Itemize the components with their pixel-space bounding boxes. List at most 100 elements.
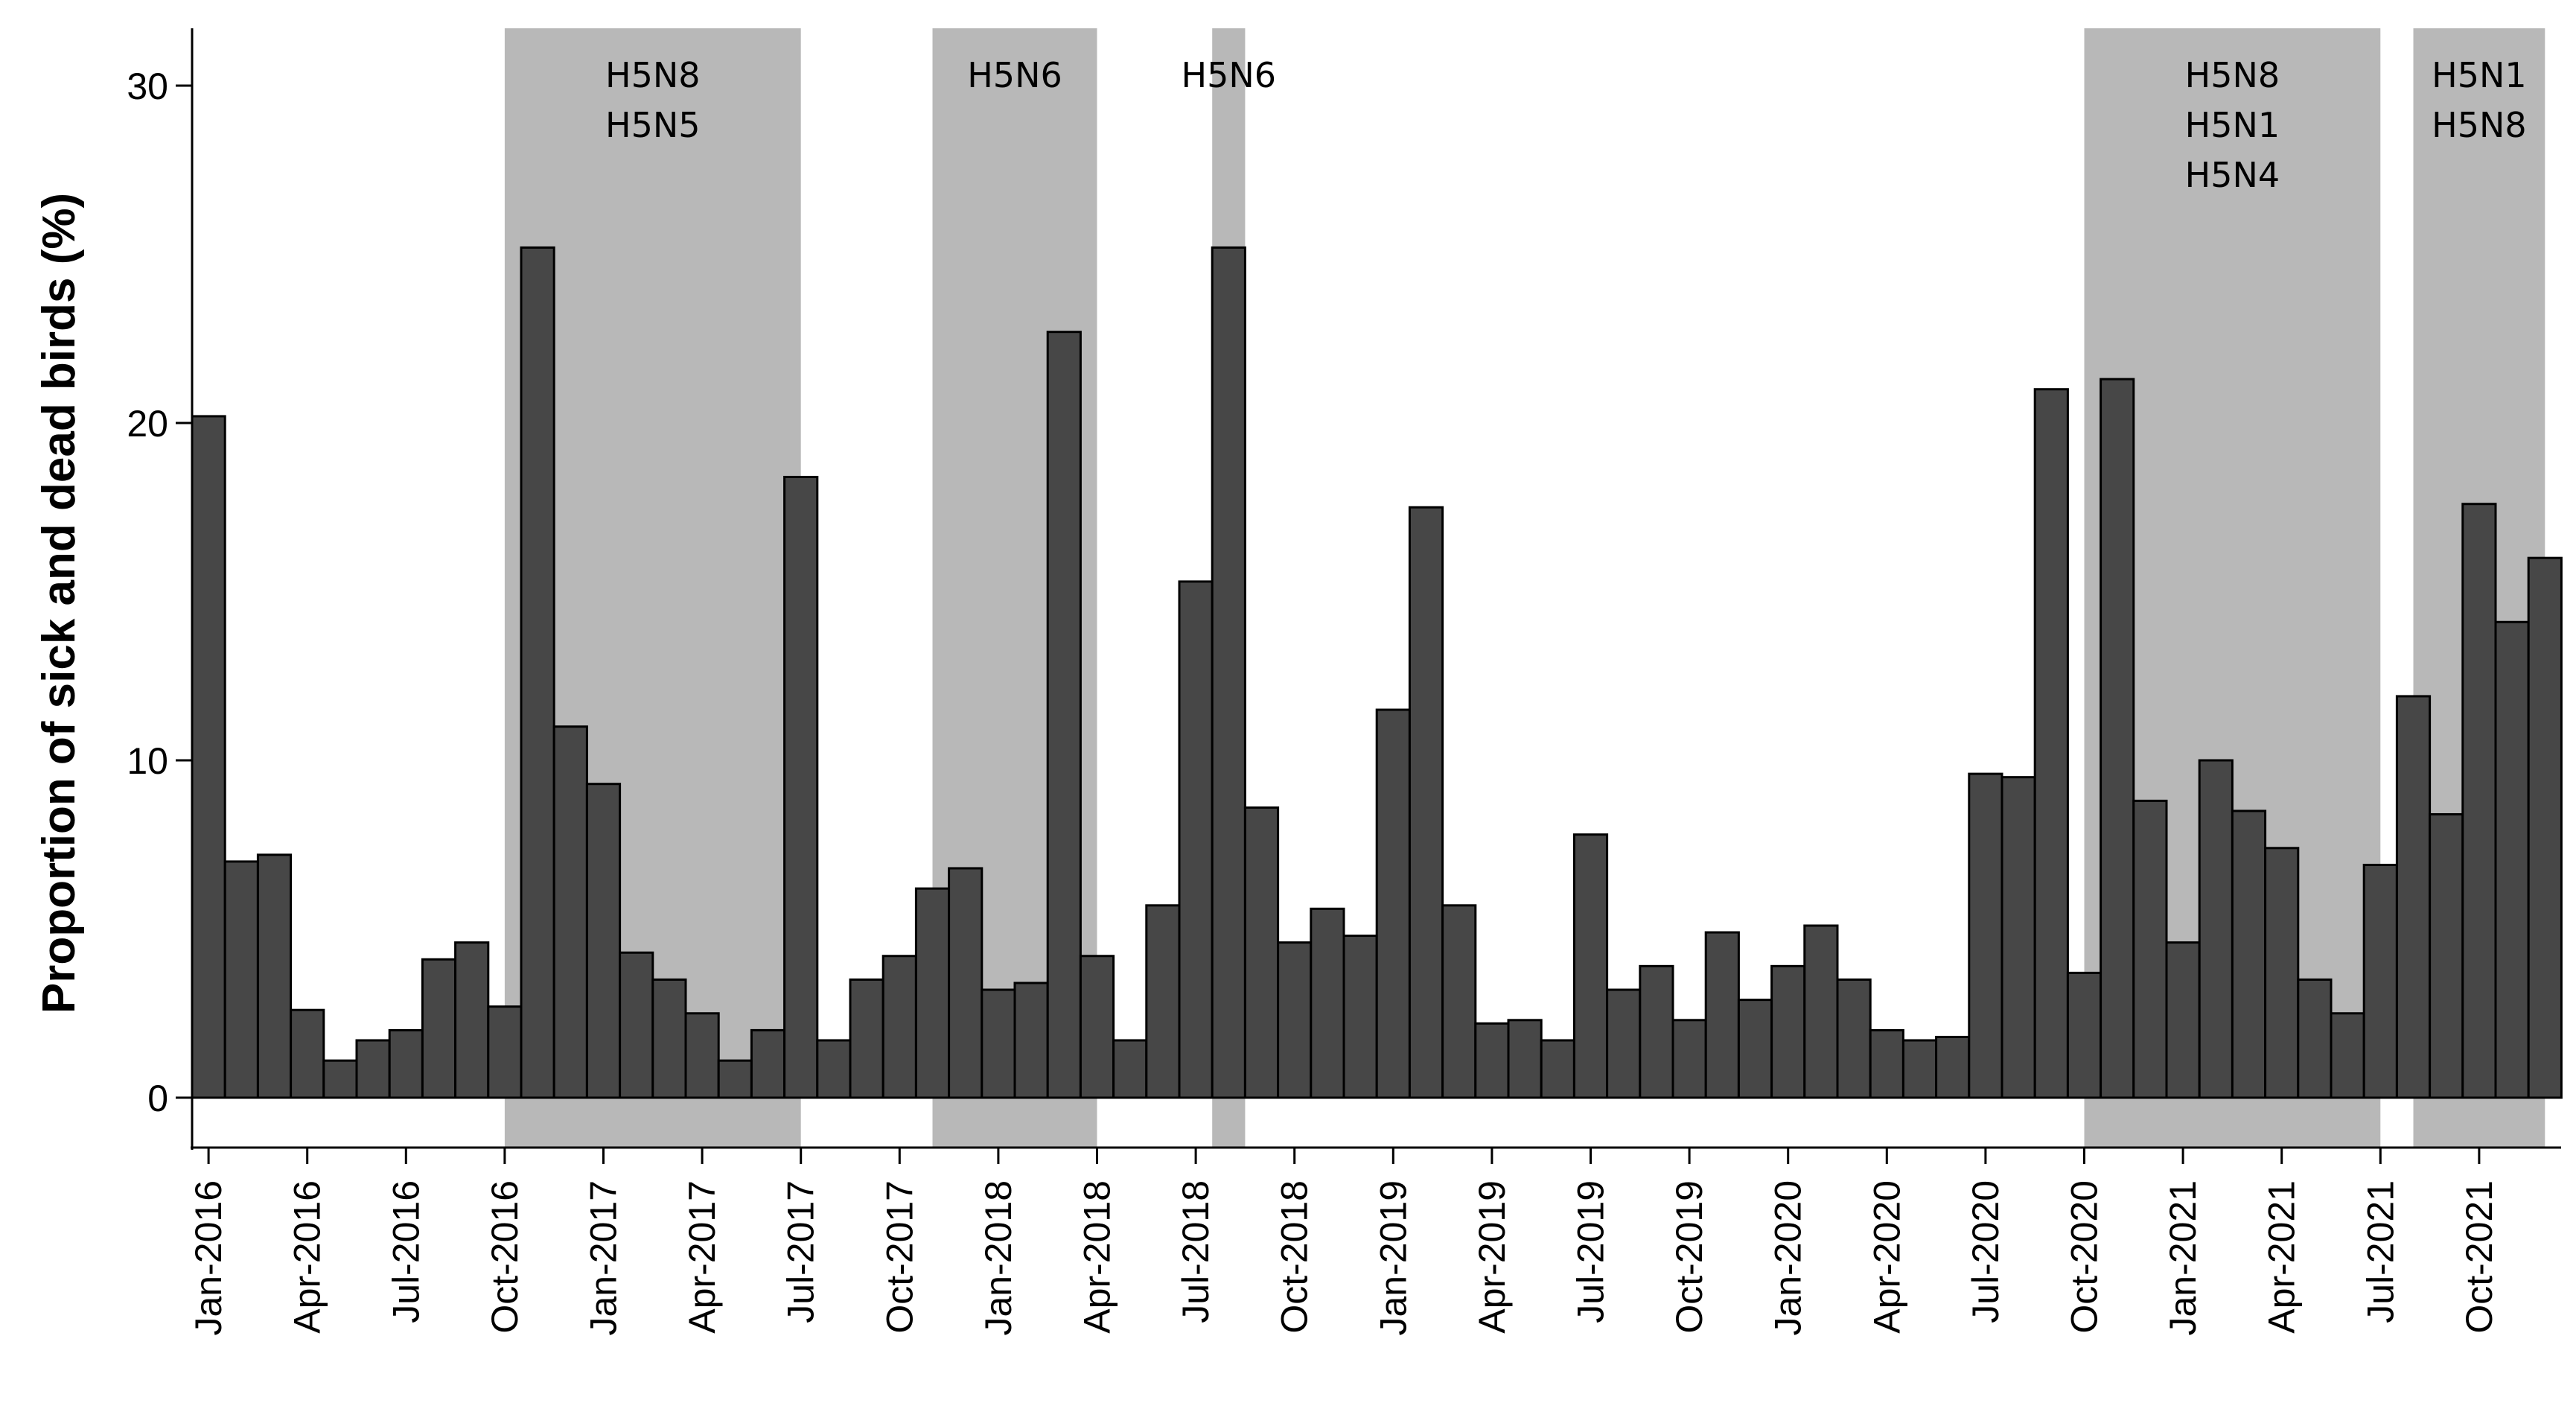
bar xyxy=(2330,1012,2365,1099)
bar xyxy=(388,1028,424,1099)
bar xyxy=(1935,1035,1971,1099)
bar xyxy=(2297,978,2333,1099)
bar xyxy=(1079,955,1115,1099)
bar xyxy=(520,246,555,1099)
bar xyxy=(355,1039,391,1099)
bar xyxy=(914,887,951,1099)
bar xyxy=(1211,246,1246,1099)
bar xyxy=(619,951,654,1099)
bar xyxy=(1901,1039,1938,1099)
bar xyxy=(1968,772,2003,1099)
y-tick-label: 20 xyxy=(127,403,168,445)
x-tick-label: Jul-2018 xyxy=(1175,1180,1217,1323)
x-tick-label: Apr-2019 xyxy=(1471,1180,1513,1334)
y-tick-label: 10 xyxy=(127,740,168,782)
subtype-label: H5N8 xyxy=(2185,55,2280,95)
bar xyxy=(290,1008,325,1099)
bar xyxy=(421,958,457,1099)
y-tick-label: 0 xyxy=(147,1078,168,1119)
bar xyxy=(881,955,917,1099)
x-tick-label: Jul-2020 xyxy=(1965,1180,2006,1323)
x-tick-label: Jul-2019 xyxy=(1570,1180,1612,1323)
x-tick-label: Apr-2018 xyxy=(1077,1180,1118,1334)
bar xyxy=(1770,964,1806,1099)
x-tick-label: Oct-2019 xyxy=(1668,1180,1710,1334)
bar xyxy=(1507,1019,1543,1099)
bar xyxy=(1704,931,1740,1099)
bar xyxy=(1869,1028,1904,1099)
bar xyxy=(1474,1022,1510,1099)
x-tick-label: Apr-2020 xyxy=(1866,1180,1907,1334)
bar xyxy=(2165,941,2201,1099)
x-tick-label: Oct-2017 xyxy=(879,1180,920,1334)
bar xyxy=(1671,1019,1707,1099)
bar xyxy=(454,941,490,1099)
x-tick-label: Oct-2021 xyxy=(2458,1180,2500,1334)
bar xyxy=(816,1039,852,1099)
bar xyxy=(1277,941,1313,1099)
bar xyxy=(1342,935,1378,1099)
x-tick-label: Oct-2018 xyxy=(1274,1180,1316,1334)
bar xyxy=(585,783,622,1099)
x-tick-label: Jan-2020 xyxy=(1767,1180,1809,1336)
subtype-label: H5N4 xyxy=(2185,155,2280,195)
bar xyxy=(2100,378,2135,1099)
subtype-label: H5N8 xyxy=(2432,105,2527,145)
bar xyxy=(487,1005,523,1099)
bar xyxy=(2494,620,2530,1099)
bar xyxy=(2000,776,2036,1099)
bar xyxy=(1836,978,1872,1099)
x-tick-label: Oct-2016 xyxy=(484,1180,526,1334)
x-tick-label: Jan-2019 xyxy=(1372,1180,1414,1336)
x-tick-label: Apr-2016 xyxy=(287,1180,328,1334)
bar xyxy=(1408,506,1444,1099)
bar xyxy=(1046,331,1082,1099)
subtype-label: H5N8 xyxy=(605,55,701,95)
bar xyxy=(2395,695,2432,1099)
subtype-label: H5N5 xyxy=(605,105,701,145)
bar xyxy=(651,978,687,1099)
bar xyxy=(322,1059,358,1099)
bar xyxy=(1310,907,1345,1099)
x-tick-label: Jan-2021 xyxy=(2162,1180,2204,1336)
bar xyxy=(1737,999,1773,1099)
bar xyxy=(1441,904,1477,1099)
bar xyxy=(1243,806,1280,1099)
x-tick-label: Jul-2016 xyxy=(385,1180,427,1323)
bar xyxy=(2033,388,2069,1099)
x-tick-label: Jan-2017 xyxy=(583,1180,625,1336)
y-axis-label: Proportion of sick and dead birds (%) xyxy=(34,193,85,1014)
bar xyxy=(1540,1039,1575,1099)
bar xyxy=(1639,964,1674,1099)
bar xyxy=(191,415,226,1099)
subtype-annotations: H5N8 H5N5 H5N6 H5N6 H5N8 H5N1 H5N4 H5N1 H5N8 xyxy=(605,55,2527,195)
bar xyxy=(552,725,588,1099)
bar xyxy=(2198,759,2234,1099)
x-tick-label: Jan-2016 xyxy=(188,1180,229,1336)
bar xyxy=(256,853,293,1099)
bar xyxy=(2132,799,2168,1099)
bar xyxy=(2429,812,2464,1099)
x-tick-label: Jul-2021 xyxy=(2359,1180,2401,1323)
bar xyxy=(2264,847,2300,1099)
bar xyxy=(2231,809,2267,1099)
subtype-label: H5N6 xyxy=(967,55,1062,95)
bar xyxy=(1606,988,1642,1099)
bar xyxy=(2066,971,2102,1099)
subtype-label: H5N1 xyxy=(2185,105,2280,145)
bar xyxy=(849,978,884,1099)
bar xyxy=(1145,904,1181,1099)
axes: 0 10 20 30 Jan-2016 Apr-2016 Jul-2016 Oct-2016 J… xyxy=(127,28,2561,1336)
subtype-label: H5N1 xyxy=(2432,55,2527,95)
bar xyxy=(1013,982,1049,1099)
bar xyxy=(717,1059,753,1099)
x-tick-label: Apr-2017 xyxy=(681,1180,723,1334)
bar xyxy=(2527,556,2563,1099)
x-tick-label: Apr-2021 xyxy=(2261,1180,2303,1334)
bar xyxy=(783,475,819,1099)
bars xyxy=(191,246,2563,1099)
bar xyxy=(948,867,983,1099)
bar xyxy=(684,1012,720,1099)
bar xyxy=(1178,580,1214,1099)
